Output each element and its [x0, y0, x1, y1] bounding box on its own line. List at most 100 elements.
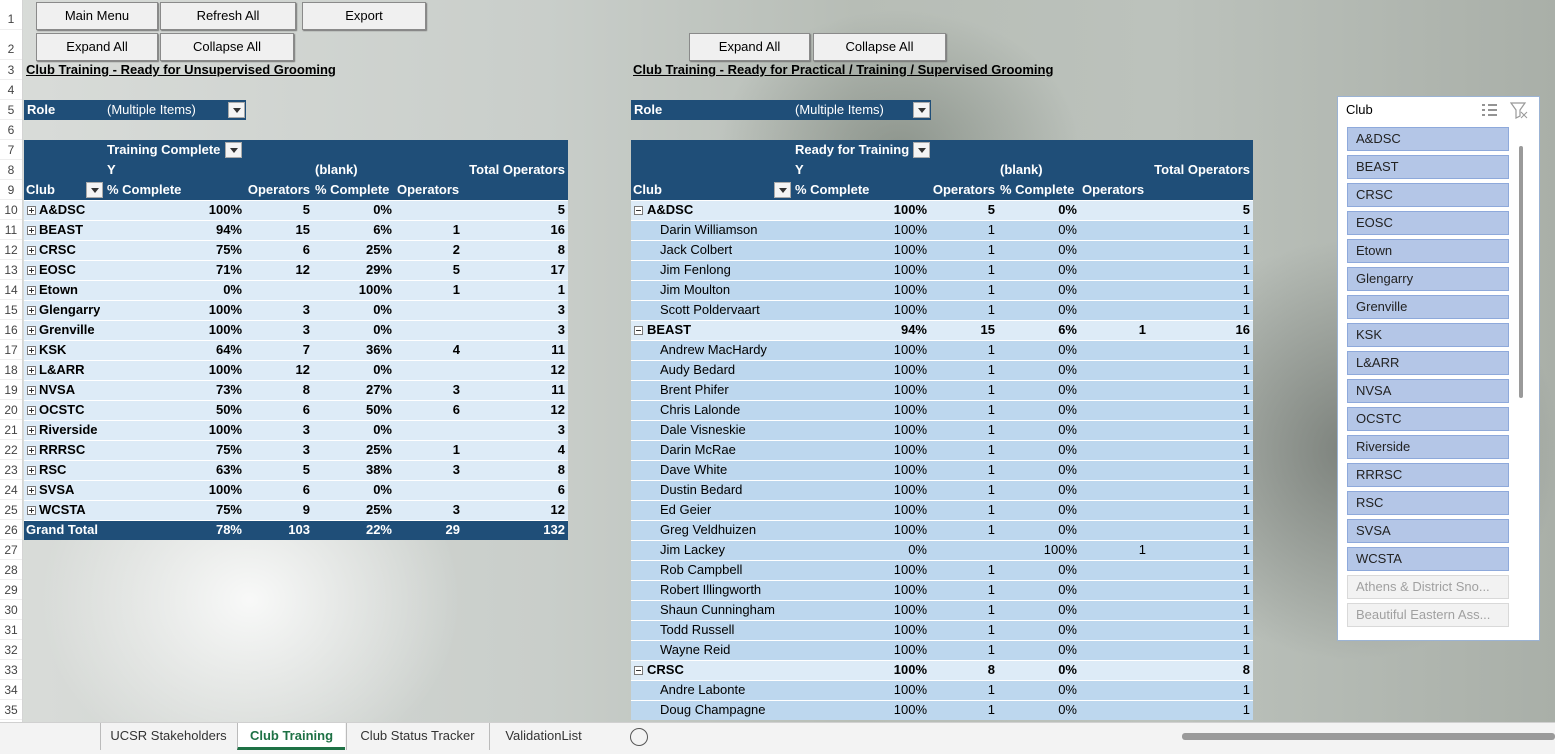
expand-toggle[interactable] [27, 266, 36, 275]
table-cell: 0% [1058, 462, 1077, 477]
table-cell: 1 [987, 682, 995, 697]
slicer-item[interactable]: Etown [1347, 239, 1509, 263]
table-header [24, 140, 568, 200]
expand-toggle[interactable] [27, 366, 36, 375]
field-dropdown[interactable] [913, 142, 930, 158]
expand-toggle[interactable] [27, 206, 36, 215]
slicer-item[interactable]: Beautiful Eastern Ass... [1347, 603, 1509, 627]
expand-toggle[interactable] [27, 246, 36, 255]
slicer-item[interactable]: CRSC [1347, 183, 1509, 207]
column-item: Y [107, 162, 116, 177]
slicer-item[interactable]: RSC [1347, 491, 1509, 515]
column-field: Training Complete [107, 142, 221, 157]
slicer-item[interactable]: SVSA [1347, 519, 1509, 543]
table-cell: 0% [1058, 642, 1077, 657]
table-cell: 25% [365, 502, 392, 517]
sheet-tab[interactable]: ValidationList [489, 723, 597, 750]
filter-dropdown[interactable] [913, 102, 930, 118]
row-field-dropdown[interactable] [86, 182, 103, 198]
row-label: L&ARR [39, 362, 85, 377]
slicer-item[interactable]: NVSA [1347, 379, 1509, 403]
slicer-item[interactable]: KSK [1347, 323, 1509, 347]
slicer-item[interactable]: Grenville [1347, 295, 1509, 319]
slicer-multiselect-icon[interactable] [1480, 101, 1498, 119]
expand-toggle[interactable] [27, 466, 36, 475]
table-cell: 0% [1058, 522, 1077, 537]
button[interactable]: Main Menu [36, 2, 158, 30]
filter-dropdown[interactable] [228, 102, 245, 118]
table-cell: 100% [893, 482, 927, 497]
row-label: Glengarry [39, 302, 101, 317]
row-field-dropdown[interactable] [774, 182, 791, 198]
slicer-item[interactable]: OCSTC [1347, 407, 1509, 431]
table-cell: 71% [215, 262, 242, 277]
expand-toggle[interactable] [27, 386, 36, 395]
horizontal-scrollbar[interactable] [1182, 733, 1555, 740]
expand-toggle[interactable] [27, 226, 36, 235]
total-header: Total Operators [1154, 162, 1250, 177]
row-label: Scott Poldervaart [660, 302, 760, 317]
table-row [631, 200, 1253, 220]
expand-toggle[interactable] [27, 306, 36, 315]
slicer-item[interactable]: L&ARR [1347, 351, 1509, 375]
table-cell: 1 [987, 602, 995, 617]
sheet-tab[interactable]: Club Status Tracker [346, 723, 488, 750]
slicer-item[interactable]: Glengarry [1347, 267, 1509, 291]
table-cell: 0% [1058, 262, 1077, 277]
expand-toggle[interactable] [27, 506, 36, 515]
slicer-item[interactable]: BEAST [1347, 155, 1509, 179]
row-label: BEAST [39, 222, 84, 237]
expand-toggle[interactable] [634, 666, 643, 675]
expand-toggle[interactable] [27, 446, 36, 455]
row-label: Jim Moulton [660, 282, 731, 297]
table-cell: 0% [1058, 202, 1077, 217]
table-row [24, 500, 568, 520]
table-cell: 1 [987, 342, 995, 357]
table-cell: 75% [215, 442, 242, 457]
expand-toggle[interactable] [27, 426, 36, 435]
sheet-tab[interactable]: Club Training [237, 723, 345, 750]
table-cell: 12 [550, 502, 565, 517]
row-label: Darin McRae [660, 442, 736, 457]
table-cell: 0% [373, 202, 392, 217]
sheet-tab[interactable]: UCSR Stakeholders [100, 723, 236, 750]
button[interactable]: Expand All [689, 33, 810, 61]
expand-toggle[interactable] [27, 406, 36, 415]
table-cell: 27% [365, 382, 392, 397]
slicer-item[interactable]: WCSTA [1347, 547, 1509, 571]
button[interactable]: Expand All [36, 33, 158, 61]
expand-toggle[interactable] [27, 326, 36, 335]
button[interactable]: Refresh All [160, 2, 296, 30]
row-number: 32 [0, 640, 22, 660]
expand-toggle[interactable] [634, 206, 643, 215]
measure-header: % Complete [315, 182, 390, 197]
slicer-item[interactable]: RRRSC [1347, 463, 1509, 487]
row-number: 8 [0, 160, 22, 180]
slicer-clear-filter-icon[interactable] [1510, 101, 1528, 119]
table-cell: 0% [1058, 382, 1077, 397]
table-row [24, 340, 568, 360]
table-cell: 100% [893, 362, 927, 377]
table-cell: 50% [215, 402, 242, 417]
button[interactable]: Export [302, 2, 426, 30]
slicer-item[interactable]: Riverside [1347, 435, 1509, 459]
table-cell: 4 [452, 342, 460, 357]
table-cell: 1 [1242, 362, 1250, 377]
table-cell: 8 [557, 462, 565, 477]
slicer-item[interactable]: Athens & District Sno... [1347, 575, 1509, 599]
table-cell: 0% [1058, 222, 1077, 237]
table-cell: 1 [987, 482, 995, 497]
expand-toggle[interactable] [27, 286, 36, 295]
slicer-item[interactable]: EOSC [1347, 211, 1509, 235]
slicer-item[interactable]: A&DSC [1347, 127, 1509, 151]
table-cell: 8 [1242, 662, 1250, 677]
table-cell: 100% [893, 282, 927, 297]
measure-header: Operators [1082, 182, 1145, 197]
expand-toggle[interactable] [27, 346, 36, 355]
add-sheet-button[interactable] [630, 728, 648, 746]
button[interactable]: Collapse All [813, 33, 946, 61]
expand-toggle[interactable] [27, 486, 36, 495]
field-dropdown[interactable] [225, 142, 242, 158]
button[interactable]: Collapse All [160, 33, 294, 61]
expand-toggle[interactable] [634, 326, 643, 335]
